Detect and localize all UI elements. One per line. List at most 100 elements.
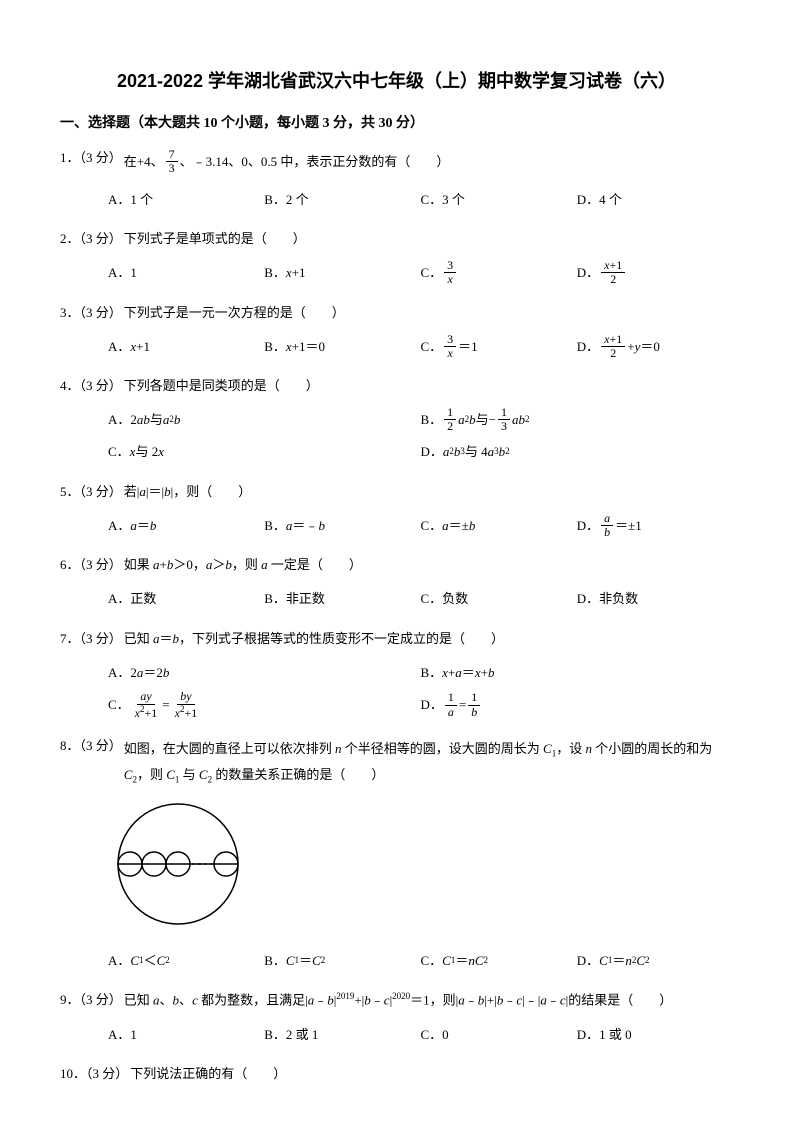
frac-den: 2 xyxy=(607,273,619,286)
question-4: 4．（3 分） 下列各题中是同类项的是（ ） A．2ab 与 a2b B． 12… xyxy=(60,376,733,470)
q4-opt-d[interactable]: D．a2b3 与 4a3b2 xyxy=(421,438,734,466)
q2-opt-d[interactable]: D． x+1 2 xyxy=(577,259,733,287)
txt: 已知 xyxy=(124,993,153,1008)
opt-label: A． xyxy=(108,516,130,536)
q9-body: 已知 a、b、c 都为整数，且满足|a﹣b|2019+|b﹣c|2020＝1，则… xyxy=(124,990,733,1010)
exp: 2 xyxy=(525,413,530,427)
opt-label: D． xyxy=(421,695,443,715)
q9-options: A．1 B．2 或 1 C．0 D．1 或 0 xyxy=(60,1020,733,1052)
q3-num: 3．（3 分） xyxy=(60,303,122,323)
opt-label: A． xyxy=(108,951,130,971)
q2-opt-b[interactable]: B．x+1 xyxy=(264,259,420,287)
q4-opt-c[interactable]: C．x 与 2x xyxy=(108,438,421,466)
txt: ＝± xyxy=(449,516,469,536)
txt: 与− xyxy=(476,410,496,430)
question-7: 7．（3 分） 已知 a＝b，下列式子根据等式的性质变形不一定成立的是（ ） A… xyxy=(60,629,733,724)
q5-num: 5．（3 分） xyxy=(60,482,122,502)
opt-label: D． xyxy=(577,337,599,357)
q7-opt-b[interactable]: B．x+a＝x+b xyxy=(421,658,734,686)
q7-opt-a[interactable]: A．2a＝2b xyxy=(108,658,421,686)
q8-body: 如图，在大圆的直径上可以依次排列 n 个半径相等的圆，设大圆的周长为 C1，设 … xyxy=(124,736,733,789)
opt-label: D． xyxy=(577,263,599,283)
txt: = xyxy=(459,695,466,715)
opt-label: D． xyxy=(421,442,443,462)
exp: 2020 xyxy=(392,991,410,1001)
txt: +1＝0 xyxy=(292,337,325,357)
q6-opt-d[interactable]: D．非负数 xyxy=(577,585,733,613)
q8-opt-c[interactable]: C．C1＝nC2 xyxy=(421,946,577,974)
q2-opt-c[interactable]: C． 3 x xyxy=(421,259,577,287)
sub: 2 xyxy=(484,954,489,968)
frac: 3 x xyxy=(444,333,456,360)
frac-den: 2 xyxy=(607,347,619,360)
q2-opt-a[interactable]: A．1 xyxy=(108,259,264,287)
q3-opt-d[interactable]: D． x+1 2 +y＝0 xyxy=(577,332,733,360)
q9-opt-a[interactable]: A．1 xyxy=(108,1020,264,1048)
q8-opt-a[interactable]: A．C1＜C2 xyxy=(108,946,264,974)
q8-num: 8．（3 分） xyxy=(60,736,122,756)
q1-opt-a[interactable]: A．1 个 xyxy=(108,185,264,213)
txt: ＜ xyxy=(144,951,157,971)
q6-opt-a[interactable]: A．正数 xyxy=(108,585,264,613)
q1-opt-c[interactable]: C．3 个 xyxy=(421,185,577,213)
q1-opt-b[interactable]: B．2 个 xyxy=(264,185,420,213)
q1-opt-d[interactable]: D．4 个 xyxy=(577,185,733,213)
txt: ＝±1 xyxy=(615,516,642,536)
opt-label: C． xyxy=(108,442,130,462)
var: C xyxy=(199,767,208,782)
frac-num: x+1 xyxy=(601,333,625,347)
question-5: 5．（3 分） 若|a|＝|b|，则（ ） A．a＝b B．a＝﹣b C．a＝±… xyxy=(60,482,733,544)
q3-opt-b[interactable]: B．x+1＝0 xyxy=(264,332,420,360)
frac-num: 1 xyxy=(468,691,480,705)
frac-den: x xyxy=(445,347,456,360)
q7-opt-d[interactable]: D． 1a = 1b xyxy=(421,690,734,719)
txt: ＝ xyxy=(137,516,150,536)
opt-label: A．2 xyxy=(108,663,137,683)
q1-body: 在+4、 7 3 、﹣3.14、0、0.5 中，表示正分数的有（ ） xyxy=(124,148,733,175)
opt-label: C． xyxy=(421,516,443,536)
txt: +1 xyxy=(184,706,197,720)
opt-label: C． xyxy=(421,951,443,971)
txt: +1 xyxy=(136,337,150,357)
q9-opt-b[interactable]: B．2 或 1 xyxy=(264,1020,420,1048)
txt: ＝2 xyxy=(143,663,163,683)
txt: ＝0 xyxy=(640,337,660,357)
var: C xyxy=(442,951,451,971)
q4-opt-b[interactable]: B． 12a2b 与−13ab2 xyxy=(421,406,734,434)
q5-body: 若|a|＝|b|，则（ ） xyxy=(124,482,733,502)
q6-opt-c[interactable]: C．负数 xyxy=(421,585,577,613)
q3-opt-c[interactable]: C． 3 x ＝1 xyxy=(421,332,577,360)
question-8: 8．（3 分） 如图，在大圆的直径上可以依次排列 n 个半径相等的圆，设大圆的周… xyxy=(60,736,733,979)
opt-label: C． xyxy=(421,263,443,283)
frac-num: 3 xyxy=(444,333,456,347)
txt: 、 xyxy=(179,993,192,1008)
q9-opt-c[interactable]: C．0 xyxy=(421,1020,577,1048)
var: b xyxy=(318,516,325,536)
q4-body: 下列各题中是同类项的是（ ） xyxy=(124,376,733,396)
frac-den: b xyxy=(468,706,480,719)
q5-opt-a[interactable]: A．a＝b xyxy=(108,511,264,539)
frac: 1b xyxy=(468,691,480,718)
q9-opt-d[interactable]: D．1 或 0 xyxy=(577,1020,733,1048)
q4-opt-a[interactable]: A．2ab 与 a2b xyxy=(108,406,421,434)
q5-opt-c[interactable]: C．a＝±b xyxy=(421,511,577,539)
q5-opt-b[interactable]: B．a＝﹣b xyxy=(264,511,420,539)
frac: ab xyxy=(601,512,613,539)
q7-options: A．2a＝2b B．x+a＝x+b C． ay x2+1 = by x2+1 D… xyxy=(60,658,733,723)
circles-diagram xyxy=(108,799,248,929)
q6-opt-b[interactable]: B．非正数 xyxy=(264,585,420,613)
q8-opt-d[interactable]: D．C1＝n2C2 xyxy=(577,946,733,974)
frac: 1a xyxy=(445,691,457,718)
txt: ﹣ xyxy=(547,993,560,1008)
question-10: 10．（3 分） 下列说法正确的有（ ） xyxy=(60,1064,733,1084)
q5-opt-d[interactable]: D． ab ＝±1 xyxy=(577,511,733,539)
q1-fraction: 7 3 xyxy=(166,148,178,175)
txt: |＝| xyxy=(146,484,164,499)
opt-label: C． xyxy=(108,695,130,715)
q7-opt-c[interactable]: C． ay x2+1 = by x2+1 xyxy=(108,690,421,719)
q3-opt-a[interactable]: A．x+1 xyxy=(108,332,264,360)
txt: 个半径相等的圆，设大圆的周长为 xyxy=(342,741,544,756)
txt: +1 xyxy=(292,263,306,283)
q8-opt-b[interactable]: B．C1＝C2 xyxy=(264,946,420,974)
txt: ＝ xyxy=(299,951,312,971)
